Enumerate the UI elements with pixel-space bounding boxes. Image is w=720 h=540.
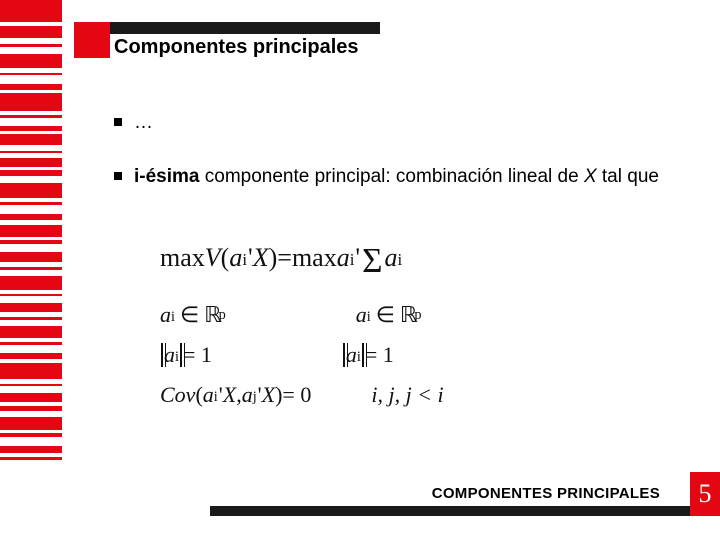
math-line-4: Cov(ai'X, aj'X) = 0 i, j, j < i	[160, 382, 444, 408]
bullet-rest: componente principal: combinación lineal…	[199, 166, 583, 187]
math-line-3: ai = 1 ai = 1	[160, 342, 444, 368]
footer-bar	[210, 506, 690, 516]
page-number: 5	[690, 472, 720, 516]
left-decorative-stripes	[0, 0, 62, 540]
bullet-marker-icon	[114, 118, 122, 126]
math-line-1: max V(ai'X) = max ai'Σai	[160, 238, 444, 278]
math-block: max V(ai'X) = max ai'Σai ai∈ℝp ai∈ℝp ai …	[160, 238, 444, 422]
bullet-italic-x: X	[584, 166, 597, 187]
bullet-item-iesima: i-ésima componente principal: combinació…	[114, 164, 680, 190]
bullet-bold: i-ésima	[134, 166, 199, 187]
slide-title: Componentes principales	[114, 36, 359, 59]
bullet-tail: tal que	[597, 166, 659, 187]
bullet-text: …	[134, 110, 153, 136]
math-line-2: ai∈ℝp ai∈ℝp	[160, 302, 444, 328]
bullet-marker-icon	[114, 172, 122, 180]
bullet-text: i-ésima componente principal: combinació…	[134, 164, 659, 190]
header-red-square	[74, 22, 110, 58]
header-top-bar	[74, 22, 380, 34]
bullet-list: … i-ésima componente principal: combinac…	[114, 110, 680, 217]
bullet-item-ellipsis: …	[114, 110, 680, 136]
footer-label: COMPONENTES PRINCIPALES	[432, 485, 660, 502]
